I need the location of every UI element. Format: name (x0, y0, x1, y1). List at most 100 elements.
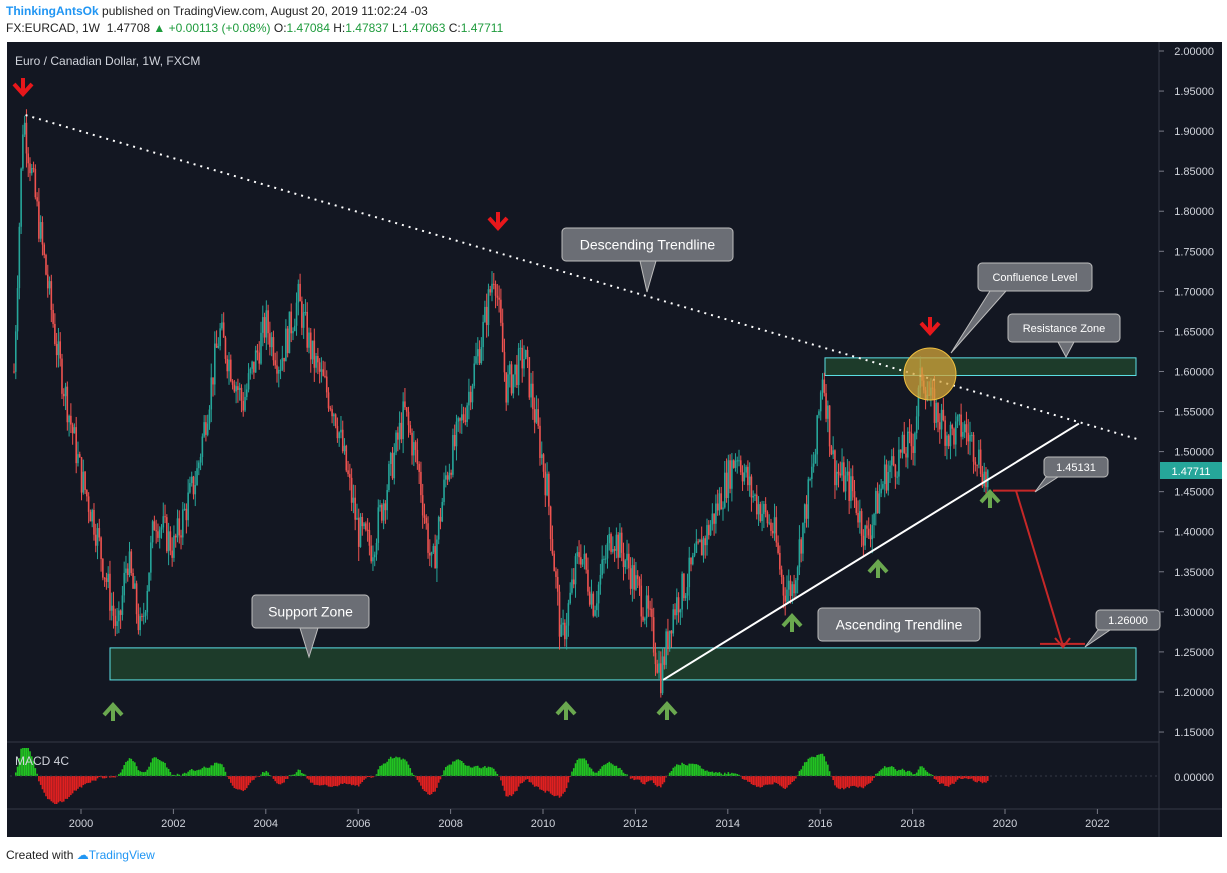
candle-body (238, 387, 241, 390)
candle-body (308, 332, 310, 348)
candle-body (480, 347, 483, 364)
candle-body (64, 386, 67, 397)
author-link[interactable]: ThinkingAntsOk (6, 4, 99, 18)
candle-body (985, 471, 987, 488)
y-tick-label: 1.40000 (1174, 527, 1214, 539)
candle-body (398, 422, 401, 440)
candle-body (66, 386, 69, 423)
candle-body (530, 383, 532, 398)
candle-body (482, 321, 484, 348)
tradingview-link[interactable]: TradingView (88, 848, 155, 862)
candle-body (935, 402, 938, 423)
candle-body (782, 577, 785, 596)
candle-body (823, 379, 826, 394)
candle-body (553, 553, 555, 572)
candle-body (903, 434, 906, 454)
low-value: 1.47063 (402, 21, 446, 35)
candle-body (400, 422, 403, 440)
candle-body (569, 592, 571, 604)
confluence-level-label-text: Confluence Level (992, 272, 1077, 284)
candle-body (768, 522, 771, 524)
candle-body (747, 466, 749, 486)
candle-body (437, 516, 440, 540)
candle-body (167, 531, 170, 552)
x-tick-label: 2006 (346, 818, 370, 830)
candle-body (898, 449, 900, 477)
candle-body (676, 597, 678, 616)
candle-body (313, 340, 316, 368)
candle-body (249, 368, 252, 374)
candle-body (462, 414, 465, 421)
candle-body (869, 535, 872, 540)
candle-body (853, 491, 856, 498)
candle-body (375, 542, 378, 555)
candle-body (649, 608, 651, 610)
high-value: 1.47837 (345, 21, 389, 35)
candle-body (738, 460, 740, 462)
candle-body (581, 559, 584, 565)
candle-body (635, 575, 637, 590)
candle-body (414, 442, 417, 450)
candle-body (23, 122, 26, 135)
candle-body (352, 497, 355, 503)
candle-body (983, 471, 986, 487)
candle-body (317, 355, 319, 363)
candle-body (777, 542, 779, 553)
candle-body (654, 652, 657, 665)
candle-body (587, 569, 589, 592)
candle-body (859, 511, 861, 523)
candle-body (151, 521, 154, 543)
candle-body (173, 535, 175, 558)
candle-body (329, 408, 332, 410)
projection-arrowhead-icon (1054, 637, 1071, 649)
candle-body (153, 521, 156, 531)
candle-body (612, 549, 614, 552)
candle-body (629, 568, 632, 589)
resistance-zone-label: Resistance Zone (1007, 313, 1121, 359)
candle-body (901, 434, 904, 453)
candle-body (70, 415, 72, 425)
candle-body (201, 436, 204, 458)
candle-body (873, 514, 875, 526)
candle-body (146, 590, 149, 613)
close-value: 1.47711 (460, 21, 504, 35)
y-tick-label: 1.75000 (1174, 246, 1214, 258)
candle-body (221, 322, 223, 329)
candle-body (631, 565, 634, 589)
candle-body (77, 454, 79, 464)
red-down-arrow-icon (12, 78, 34, 97)
candle-body (812, 463, 815, 467)
descending-trendline-label-text: Descending Trendline (580, 237, 716, 253)
candle-body (320, 369, 323, 372)
candle-body (715, 503, 717, 524)
candle-body (519, 347, 522, 349)
candle-body (725, 472, 728, 498)
candle-body (686, 587, 689, 596)
candle-body (311, 340, 314, 360)
candle-body (707, 525, 710, 536)
target1-label-box (1043, 456, 1109, 478)
candle-body (667, 631, 669, 649)
candle-body (325, 376, 328, 393)
candle-body (475, 356, 477, 364)
candle-body (766, 512, 769, 524)
candle-body (866, 525, 868, 529)
candle-body (336, 425, 339, 439)
x-tick-label: 2018 (900, 818, 924, 830)
chart-background (7, 42, 1222, 837)
candle-body (779, 552, 781, 570)
candle-body (846, 471, 849, 476)
candle-body (103, 577, 106, 579)
candle-body (674, 609, 676, 616)
candle-body (251, 361, 253, 369)
resistance-zone-label-text: Resistance Zone (1023, 323, 1106, 335)
candle-body (448, 472, 451, 480)
candle-body (356, 517, 358, 520)
x-tick-label: 2020 (993, 818, 1017, 830)
candle-body (324, 375, 326, 377)
candle-body (748, 476, 751, 486)
publish-header: ThinkingAntsOk published on TradingView.… (6, 4, 428, 18)
candle-body (148, 572, 150, 591)
candle-body (457, 418, 460, 422)
